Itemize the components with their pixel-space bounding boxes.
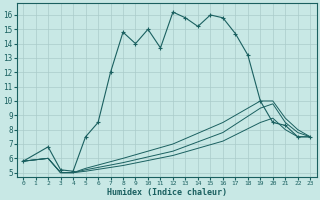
X-axis label: Humidex (Indice chaleur): Humidex (Indice chaleur) bbox=[107, 188, 227, 197]
